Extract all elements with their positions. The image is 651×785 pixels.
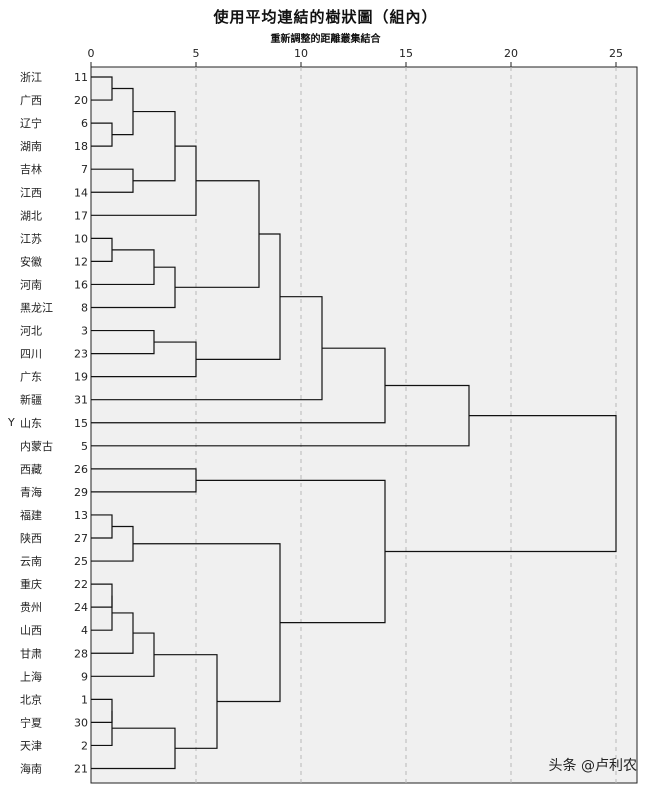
dendrogram-link xyxy=(91,710,113,747)
leaf-id: 29 xyxy=(74,486,88,499)
leaf-label: 山西 xyxy=(20,624,42,637)
leaf-label: 海南 xyxy=(20,762,42,776)
leaf-id: 18 xyxy=(74,140,88,153)
leaf-id: 4 xyxy=(81,624,88,637)
leaf-label: 四川 xyxy=(20,348,42,361)
leaf-label: 陕西 xyxy=(20,531,42,545)
leaf-id: 27 xyxy=(74,532,88,545)
leaf-id: 3 xyxy=(81,325,88,338)
leaf-label: 黑龙江 xyxy=(20,302,53,315)
leaf-id: 24 xyxy=(74,601,88,614)
leaf-label: 湖北 xyxy=(20,209,42,222)
x-tick-label: 20 xyxy=(504,47,518,60)
leaf-id: 6 xyxy=(81,117,88,130)
leaf-id: 7 xyxy=(81,163,88,176)
leaf-label: 广西 xyxy=(20,94,42,107)
leaf-id: 19 xyxy=(74,371,88,384)
leaf-label: 重庆 xyxy=(20,577,42,591)
leaf-label: 湖南 xyxy=(20,140,42,153)
x-axis-title: 重新調整的距離叢集結合 xyxy=(270,34,381,45)
dendrogram-link xyxy=(91,595,113,631)
leaf-id: 23 xyxy=(74,348,88,361)
leaf-id: 2 xyxy=(81,739,88,752)
leaf-id: 10 xyxy=(74,232,88,245)
leaf-label: 内蒙古 xyxy=(20,439,53,453)
x-tick-label: 15 xyxy=(399,47,413,60)
leaf-label: 浙江 xyxy=(20,71,42,84)
leaf-label: 上海 xyxy=(20,669,42,683)
leaf-label: 吉林 xyxy=(20,162,42,176)
leaf-id: 12 xyxy=(74,255,88,268)
leaf-id: 22 xyxy=(74,578,88,591)
dendrogram-link xyxy=(385,415,617,553)
leaf-label: 河北 xyxy=(20,325,42,338)
leaf-label: 广东 xyxy=(20,371,42,384)
leaf-id: 30 xyxy=(74,716,88,729)
leaf-label: 福建 xyxy=(20,508,42,522)
leaf-label: 江西 xyxy=(20,186,42,199)
y-axis-title: Y xyxy=(7,416,15,429)
leaf-id: 28 xyxy=(74,647,88,660)
watermark: 头条 @卢利农 xyxy=(548,758,637,774)
leaf-id: 13 xyxy=(74,509,88,522)
leaf-id: 5 xyxy=(81,440,88,453)
leaf-id: 1 xyxy=(81,693,88,706)
leaf-label: 贵州 xyxy=(20,601,42,614)
leaf-id: 14 xyxy=(74,186,88,199)
x-tick-label: 25 xyxy=(609,47,623,60)
leaf-id: 11 xyxy=(74,71,88,84)
leaf-label: 安徽 xyxy=(20,254,42,268)
leaf-id: 16 xyxy=(74,278,88,291)
leaf-label: 河南 xyxy=(20,278,42,291)
leaf-label: 甘肃 xyxy=(20,647,42,660)
leaf-id: 15 xyxy=(74,417,88,430)
leaf-label: 西藏 xyxy=(20,463,42,476)
leaf-label: 辽宁 xyxy=(20,116,42,130)
leaf-label: 宁夏 xyxy=(20,715,42,729)
x-tick-label: 0 xyxy=(88,47,95,60)
x-tick-label: 5 xyxy=(193,47,200,60)
leaf-label: 北京 xyxy=(20,692,42,706)
x-tick-label: 10 xyxy=(294,47,308,60)
leaf-id: 17 xyxy=(74,209,88,222)
leaf-label: 新疆 xyxy=(20,393,42,407)
chart-title: 使用平均連結的樹狀圖（組內） xyxy=(213,8,438,26)
leaf-id: 25 xyxy=(74,555,88,568)
leaf-id: 21 xyxy=(74,763,88,776)
leaf-id: 31 xyxy=(74,394,88,407)
leaf-label: 江苏 xyxy=(20,232,42,245)
leaf-id: 9 xyxy=(81,670,88,683)
leaf-id: 20 xyxy=(74,94,88,107)
leaf-label: 云南 xyxy=(20,555,42,568)
leaf-id: 26 xyxy=(74,463,88,476)
leaf-label: 青海 xyxy=(20,485,42,499)
leaf-id: 8 xyxy=(81,302,88,315)
plot-area xyxy=(90,66,638,784)
leaf-label: 山东 xyxy=(20,417,42,430)
leaf-label: 天津 xyxy=(20,739,42,752)
